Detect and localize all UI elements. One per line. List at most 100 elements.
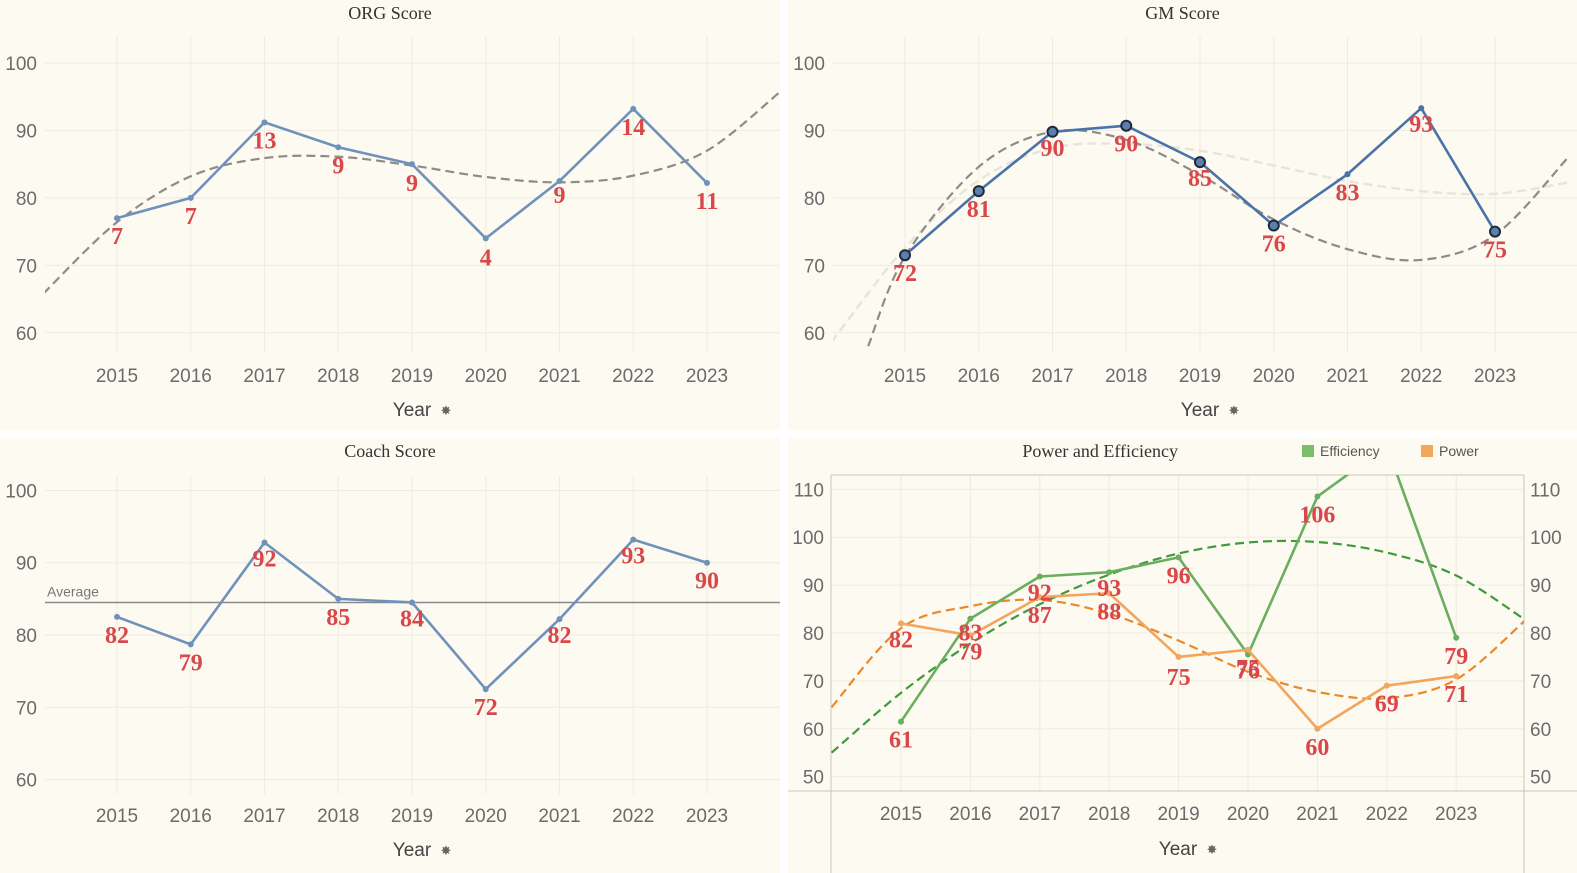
org-score-panel: ORG Score 60 70 80 90 100 2015 2016 2017 2018 201… (0, 0, 780, 430)
y-tick-label: 100 (793, 54, 825, 75)
x-axis: 2015 2016 2017 2018 2019 2020 2021 2022 2023 (884, 366, 1516, 387)
data-label: 61 (889, 728, 913, 754)
legend-item-efficiency[interactable]: Efficiency (1302, 443, 1380, 459)
x-tick-label: 2018 (1088, 804, 1130, 825)
power-point (1036, 594, 1043, 601)
data-label: 71 (1444, 682, 1468, 708)
x-tick-label: 2015 (880, 804, 922, 825)
data-label: 75 (1483, 238, 1507, 264)
power-point (1175, 653, 1182, 660)
series-point (1489, 225, 1501, 238)
data-label: 93 (1097, 576, 1121, 602)
data-label: 79 (1444, 644, 1468, 670)
series-point (1046, 125, 1059, 138)
x-tick-label: 2022 (612, 806, 654, 827)
series-point (261, 539, 268, 546)
pin-icon: ✸ (441, 844, 452, 859)
data-label: 87 (1028, 603, 1052, 629)
y-tick-label: 80 (804, 189, 825, 210)
data-label: 9 (332, 153, 344, 179)
x-tick-label: 2015 (884, 366, 926, 387)
data-label: 60 (1305, 735, 1329, 761)
x-tick-label: 2023 (686, 806, 728, 827)
power-trend-line (831, 598, 1524, 708)
y-tick-label: 80 (16, 189, 37, 210)
data-label: 92 (1028, 581, 1052, 607)
power-efficiency-panel: Power and Efficiency Efficiency Power 50… (788, 438, 1577, 873)
series-point (1267, 219, 1280, 232)
series-point (556, 178, 563, 185)
data-label: 9 (554, 183, 566, 209)
data-label: 79 (179, 650, 203, 676)
x-tick-label: 2020 (1227, 804, 1269, 825)
series-point (261, 119, 268, 126)
x-tick-label: 2021 (538, 366, 580, 387)
data-label: 90 (695, 569, 719, 595)
data-label: 9 (406, 171, 418, 197)
data-label: 69 (1375, 692, 1399, 718)
average-label: Average (47, 583, 99, 599)
series-point (630, 536, 637, 543)
x-axis-title: Year (393, 840, 432, 861)
y-tick-label: 100 (5, 54, 37, 75)
series-point (704, 180, 710, 187)
x-tick-label: 2019 (391, 366, 433, 387)
y-axis: 50 50 60 60 70 70 80 80 90 90 100 100 110 110 (792, 480, 1561, 788)
x-tick-label: 2016 (958, 366, 1000, 387)
data-labels: 61 83 92 93 96 76 106 79 82 79 87 88 75 75 60 69 71 (889, 503, 1468, 761)
gridlines (831, 475, 1524, 791)
x-tick-label: 2023 (686, 366, 728, 387)
efficiency-point (1384, 443, 1390, 449)
power-swatch (1421, 445, 1433, 457)
series-point (1120, 119, 1133, 132)
power-point (898, 620, 904, 627)
data-label: 83 (1336, 180, 1360, 206)
y2-tick-label: 60 (1530, 720, 1551, 741)
y-tick-label: 70 (803, 672, 824, 693)
efficiency-point (967, 615, 974, 622)
data-label: 14 (621, 115, 645, 141)
pin-icon: ✸ (1229, 404, 1240, 419)
x-tick-label: 2015 (96, 806, 138, 827)
y-axis: 60 70 80 90 100 (5, 481, 37, 791)
y-tick-label: 60 (804, 324, 825, 345)
series-point (335, 595, 342, 602)
x-axis-title: Year (1159, 839, 1198, 860)
y-tick-label: 60 (16, 771, 37, 792)
x-tick-label: 2023 (1435, 804, 1477, 825)
data-labels: 82 79 92 85 84 72 82 93 90 (105, 544, 719, 722)
x-tick-label: 2015 (96, 366, 138, 387)
data-label: 92 (253, 546, 277, 572)
gridlines (45, 476, 780, 794)
coach-score-panel: Coach Score 60 70 80 90 100 2015 2016 2017 2018 2… (0, 438, 780, 873)
efficiency-point (1106, 569, 1113, 576)
data-label: 13 (253, 128, 277, 154)
plot-area (833, 105, 1570, 347)
efficiency-point (1314, 493, 1321, 500)
gridlines (45, 36, 780, 353)
chart-title: ORG Score (348, 3, 432, 23)
y-tick-label: 90 (16, 121, 37, 142)
series-point (409, 161, 415, 168)
plot-area (45, 90, 780, 294)
data-label: 82 (548, 623, 572, 649)
efficiency-point (1175, 554, 1182, 561)
power-point (1383, 682, 1390, 689)
y-tick-label: 50 (803, 768, 824, 789)
data-label: 88 (1097, 599, 1121, 625)
y-tick-label: 60 (16, 324, 37, 345)
x-tick-label: 2020 (465, 366, 507, 387)
x-tick-label: 2021 (1296, 804, 1338, 825)
x-axis: 2015 2016 2017 2018 2019 2020 2021 2022 2023 (880, 804, 1477, 825)
y2-tick-label: 100 (1530, 528, 1562, 549)
power-point (1245, 646, 1251, 653)
trend-line-secondary (833, 142, 1569, 342)
legend-item-power[interactable]: Power (1421, 443, 1479, 459)
efficiency-point (1036, 573, 1043, 580)
x-tick-label: 2020 (465, 806, 507, 827)
y-tick-label: 80 (803, 624, 824, 645)
efficiency-point (898, 718, 904, 725)
data-label: 81 (967, 197, 991, 223)
x-axis: 2015 2016 2017 2018 2019 2020 2021 2022 2023 (96, 366, 728, 387)
